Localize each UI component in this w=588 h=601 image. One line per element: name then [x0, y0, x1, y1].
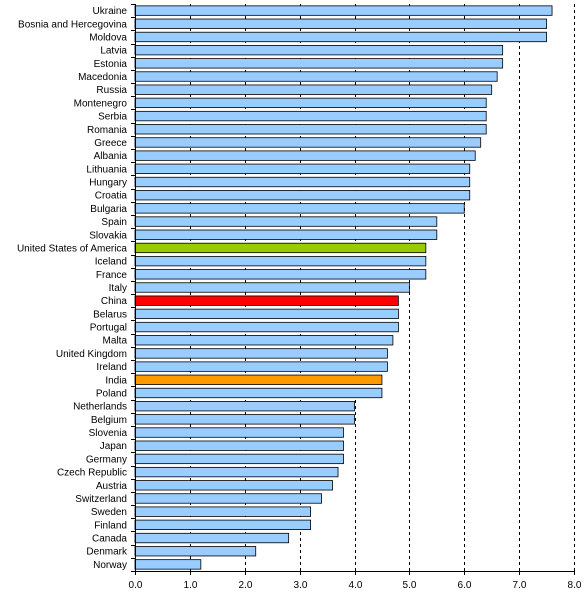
bar-greece	[134, 137, 482, 148]
bar-slovenia	[134, 427, 344, 438]
category-label-latvia: Latvia	[100, 46, 127, 57]
category-label-romania: Romania	[87, 125, 127, 136]
bar-sweden	[134, 506, 312, 517]
bar-norway	[134, 559, 202, 570]
bar-slovakia	[134, 229, 438, 240]
bar-denmark	[134, 546, 257, 557]
bar-lithuania	[134, 163, 471, 174]
bar-united-kingdom	[134, 348, 388, 359]
category-label-slovakia: Slovakia	[89, 230, 127, 241]
category-label-united-states-of-america: United States of America	[17, 243, 127, 254]
bar-japan	[134, 440, 344, 451]
bar-canada	[134, 532, 290, 544]
category-label-czech-republic: Czech Republic	[57, 468, 127, 479]
bar-bulgaria	[134, 203, 465, 214]
category-label-france: France	[96, 270, 128, 281]
bar-latvia	[134, 45, 504, 56]
bar-montenegro	[134, 97, 487, 109]
x-tick-label-4-0: 4.0	[349, 580, 363, 591]
category-label-greece: Greece	[94, 138, 127, 149]
bar-albania	[134, 150, 476, 161]
bar-italy	[134, 282, 410, 293]
category-label-germany: Germany	[86, 454, 127, 465]
bar-ukraine	[134, 5, 553, 16]
category-label-bulgaria: Bulgaria	[90, 204, 127, 215]
category-label-belgium: Belgium	[91, 415, 127, 426]
x-tick-label-1-0: 1.0	[184, 580, 198, 591]
category-label-spain: Spain	[101, 217, 127, 228]
category-label-ireland: Ireland	[96, 362, 127, 373]
category-label-finland: Finland	[94, 520, 127, 531]
category-labels: Ukraine Bosnia and Hercegovina Moldova Latv…	[17, 6, 128, 571]
x-tick-label-6-0: 6.0	[458, 580, 472, 591]
category-label-bosnia-and-hercegovina: Bosnia and Hercegovina	[18, 19, 127, 30]
category-label-portugal: Portugal	[90, 323, 127, 334]
bar-belgium	[134, 414, 355, 425]
category-label-austria: Austria	[96, 481, 128, 492]
x-tick-label-3-0: 3.0	[294, 580, 308, 591]
category-label-moldova: Moldova	[89, 32, 127, 43]
bar-moldova	[134, 31, 547, 43]
category-label-montenegro: Montenegro	[74, 98, 128, 109]
bar-china	[134, 295, 399, 306]
bar-netherlands	[134, 401, 355, 412]
category-label-estonia: Estonia	[94, 59, 128, 70]
category-label-netherlands: Netherlands	[73, 402, 127, 413]
category-label-italy: Italy	[109, 283, 127, 294]
bar-serbia	[134, 110, 487, 122]
category-label-norway: Norway	[93, 560, 127, 571]
category-label-united-kingdom: United Kingdom	[56, 349, 127, 360]
category-label-lithuania: Lithuania	[86, 164, 127, 175]
bar-ireland	[134, 361, 388, 372]
bar-portugal	[134, 321, 399, 333]
bar-malta	[134, 335, 394, 346]
category-label-serbia: Serbia	[98, 112, 127, 123]
bar-spain	[134, 216, 438, 227]
category-label-india: India	[105, 375, 127, 386]
category-label-slovenia: Slovenia	[89, 428, 128, 439]
category-label-belarus: Belarus	[93, 309, 127, 320]
category-label-japan: Japan	[100, 441, 127, 452]
bar-macedonia	[134, 71, 498, 82]
bar-hungary	[134, 176, 471, 188]
bars	[134, 5, 553, 570]
bar-india	[134, 374, 383, 385]
axes: 0.0 1.0 2.0 3.0 4.0 5.0 6.0 7.0 8.0	[129, 4, 582, 591]
bar-belarus	[134, 308, 399, 320]
x-tick-label-5-0: 5.0	[403, 580, 417, 591]
bar-estonia	[134, 58, 504, 69]
category-label-switzerland: Switzerland	[75, 494, 127, 505]
category-label-sweden: Sweden	[91, 507, 127, 518]
category-label-albania: Albania	[94, 151, 128, 162]
bar-bosnia-and-hercegovina	[134, 18, 547, 29]
x-tick-label-0-0: 0.0	[129, 580, 143, 591]
bar-romania	[134, 124, 487, 135]
category-label-russia: Russia	[96, 85, 127, 96]
category-label-china: China	[101, 296, 128, 307]
bar-united-states-of-america	[134, 242, 427, 254]
bar-czech-republic	[134, 466, 339, 478]
category-label-denmark: Denmark	[86, 547, 128, 558]
x-tick-label-8-0: 8.0	[568, 580, 582, 591]
x-tick-label-2-0: 2.0	[239, 580, 253, 591]
bar-germany	[134, 453, 344, 465]
category-label-hungary: Hungary	[89, 178, 127, 189]
bar-iceland	[134, 255, 427, 267]
bar-france	[134, 269, 427, 280]
bar-austria	[134, 480, 333, 491]
category-label-ukraine: Ukraine	[93, 6, 128, 17]
category-label-malta: Malta	[103, 336, 128, 347]
bar-finland	[134, 519, 312, 530]
category-label-croatia: Croatia	[95, 191, 128, 202]
bar-croatia	[134, 190, 471, 201]
category-label-iceland: Iceland	[95, 257, 127, 268]
bar-russia	[134, 84, 493, 95]
category-label-poland: Poland	[96, 388, 127, 399]
category-label-canada: Canada	[92, 534, 127, 545]
x-tick-label-7-0: 7.0	[513, 580, 527, 591]
bar-poland	[134, 387, 383, 399]
category-label-macedonia: Macedonia	[78, 72, 127, 83]
bar-switzerland	[134, 493, 322, 504]
